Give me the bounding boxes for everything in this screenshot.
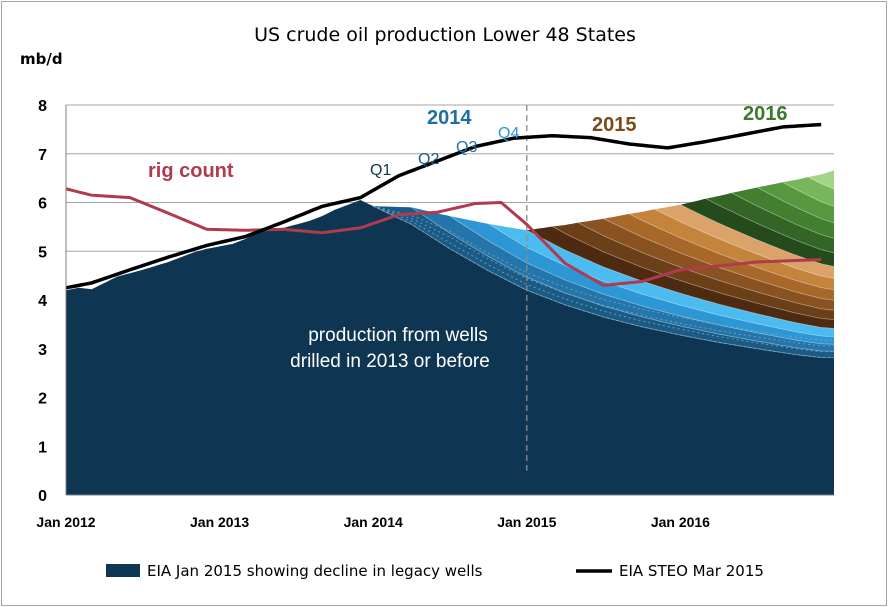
decline-curves <box>372 176 834 359</box>
boundary-cohort-2015-6 <box>654 208 834 279</box>
chart-title: US crude oil production Lower 48 States <box>254 24 636 46</box>
legacy-label-line2: drilled in 2013 or before <box>290 351 490 372</box>
year-2016-label: 2016 <box>743 103 788 125</box>
decline-dotted-2 <box>373 205 834 347</box>
y-tick-6: 6 <box>38 196 47 213</box>
area-cohort-2016-3 <box>731 187 834 239</box>
boundary-cohort-2016-4 <box>757 187 834 224</box>
boundary-cohort-2015-2 <box>552 226 834 320</box>
boundary-cohort-2015-3 <box>577 222 834 311</box>
area-cohort-2015-3 <box>578 218 834 311</box>
legend-label-legacy: EIA Jan 2015 showing decline in legacy w… <box>147 562 483 580</box>
area-cohort-2015-4 <box>603 213 834 301</box>
area-legacy <box>66 200 834 495</box>
area-cohort-2015-5 <box>629 209 834 290</box>
y-tick-1: 1 <box>38 439 47 456</box>
x-tick-2016-01: Jan 2016 <box>651 514 710 530</box>
x-tick-2014-01: Jan 2014 <box>344 514 403 530</box>
y-tick-5: 5 <box>38 244 47 261</box>
year-2015-label: 2015 <box>592 114 637 136</box>
q2-label: Q2 <box>418 151 439 168</box>
area-cohort-2016-5 <box>782 177 834 207</box>
area-cohort-2016-1 <box>680 198 834 267</box>
y-tick-labels: 0 1 2 3 4 5 6 7 8 <box>38 98 47 505</box>
area-cohort-2015-1 <box>526 226 834 329</box>
boundary-cohort-2016-5 <box>782 181 834 207</box>
boundary-cohort-2014-q3 <box>449 215 834 345</box>
area-cohort-2014-q2 <box>411 207 834 352</box>
area-cohort-2015-2 <box>552 222 834 320</box>
y-tick-2: 2 <box>38 391 47 408</box>
decline-dotted-0 <box>372 205 834 359</box>
boundary-cohort-2016-2 <box>705 198 834 254</box>
rig-count-line <box>65 187 822 287</box>
boundary-cohort-2016-6 <box>808 176 834 190</box>
y-tick-0: 0 <box>38 488 47 505</box>
q3-label: Q3 <box>456 139 477 156</box>
stacked-areas <box>66 170 834 495</box>
boundary-cohort-2015-5 <box>629 213 834 291</box>
boundary-cohort-2014-q2 <box>411 207 834 352</box>
legend-label-steo: EIA STEO Mar 2015 <box>619 562 764 580</box>
y-tick-7: 7 <box>38 147 47 164</box>
q4-label: Q4 <box>498 125 519 142</box>
boundary-cohort-2014-q4 <box>488 223 834 338</box>
y-tick-3: 3 <box>38 342 47 359</box>
area-cohort-2016-4 <box>757 182 834 223</box>
q1-label: Q1 <box>370 162 391 179</box>
y-tick-8: 8 <box>38 98 47 115</box>
legend-swatch-legacy <box>106 564 140 577</box>
legacy-label-line1: production from wells <box>308 325 488 346</box>
area-cohort-2014-q4 <box>488 223 834 337</box>
area-cohort-2014-q1 <box>373 206 834 358</box>
x-tick-labels: Jan 2012 Jan 2013 Jan 2014 Jan 2015 Jan 2016 <box>36 514 710 530</box>
area-cohort-2014-q3 <box>450 216 834 345</box>
x-tick-2015-01: Jan 2015 <box>497 514 556 530</box>
rig-count-label: rig count <box>148 160 234 182</box>
decline-dotted-3 <box>373 205 834 341</box>
steo-line <box>65 122 822 290</box>
boundary-cohort-2016-3 <box>731 192 834 239</box>
y-axis-label: mb/d <box>20 50 63 68</box>
boundary-cohort-2015-1 <box>526 229 834 329</box>
decline-dotted-1 <box>373 205 834 353</box>
x-tick-2012-01: Jan 2012 <box>36 514 95 530</box>
year-2014-label: 2014 <box>427 107 472 129</box>
x-tick-2013-01: Jan 2013 <box>190 514 249 530</box>
area-cohort-2016-2 <box>706 192 834 253</box>
area-cohort-2016-6 <box>808 170 834 189</box>
y-tick-4: 4 <box>38 293 47 310</box>
